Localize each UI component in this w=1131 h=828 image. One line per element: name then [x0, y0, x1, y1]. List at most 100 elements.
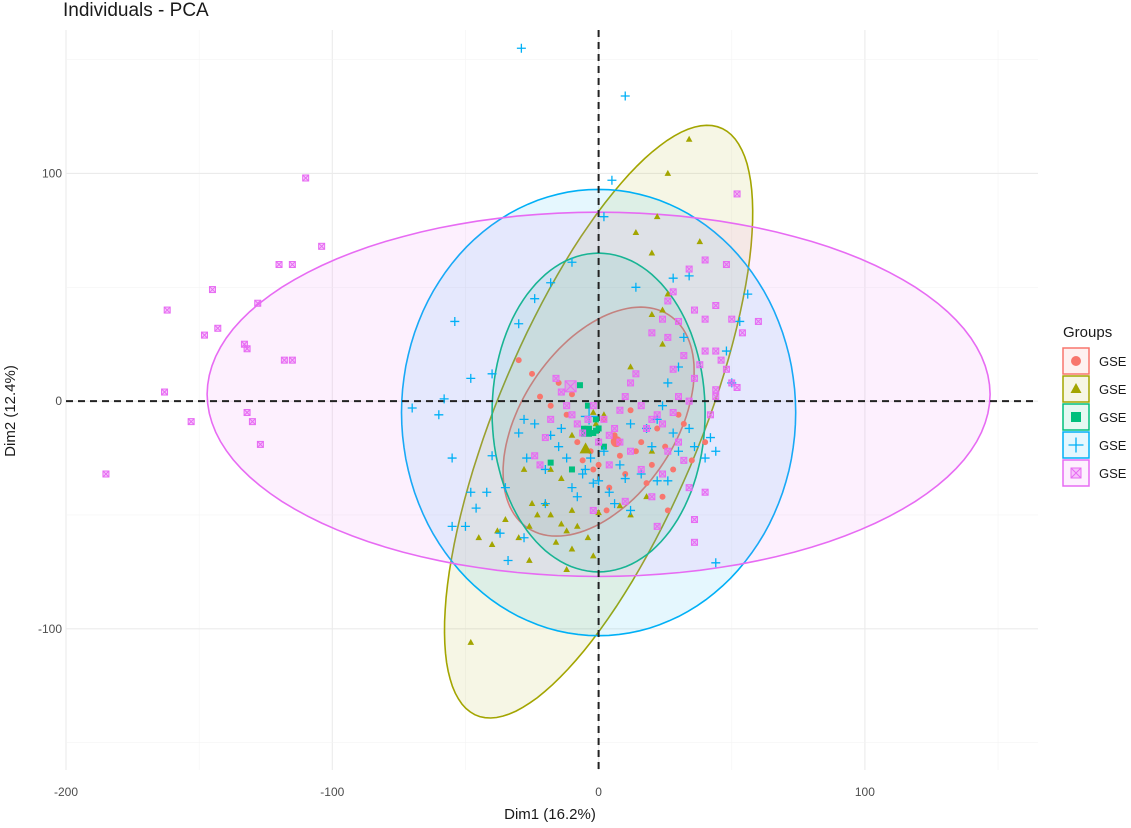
point-group-1: [632, 448, 639, 455]
point-group-4-shape: [567, 257, 577, 267]
point-group-3-shape: [568, 466, 575, 473]
point-group-5: [701, 488, 709, 496]
point-group-4: [594, 476, 604, 486]
point-group-2-shape: [659, 340, 666, 347]
point-group-3-shape: [576, 382, 583, 389]
point-group-4: [631, 282, 641, 292]
point-group-4: [743, 289, 753, 299]
point-group-5: [722, 261, 730, 269]
point-group-4-shape: [487, 369, 497, 379]
point-group-5-cross: [696, 361, 704, 369]
point-group-5-cross: [664, 447, 672, 455]
point-group-2: [502, 515, 509, 522]
point-group-4: [450, 316, 460, 326]
point-group-5-cross: [712, 393, 720, 400]
point-group-5-cross: [621, 393, 629, 400]
point-group-5: [712, 386, 720, 394]
point-group-5: [664, 333, 672, 341]
point-group-5: [161, 388, 169, 396]
point-group-5-cross: [249, 418, 256, 425]
point-group-4-shape: [514, 428, 524, 438]
point-group-1-shape: [603, 507, 610, 514]
point-group-4: [620, 474, 630, 484]
point-group-4-shape: [530, 294, 540, 304]
legend-symbol-2: [1070, 383, 1082, 393]
legend-symbol-5: [1070, 467, 1082, 479]
point-group-1: [638, 439, 645, 446]
point-group-5-cross: [653, 523, 661, 530]
point-group-2: [592, 420, 600, 427]
point-group-5: [563, 402, 571, 410]
point-group-2: [528, 500, 536, 506]
point-group-2-shape: [696, 238, 704, 245]
point-group-5: [659, 470, 667, 478]
point-group-5: [685, 397, 693, 405]
point-group-5-cross: [712, 386, 720, 394]
point-group-5: [728, 315, 736, 323]
point-group-1-shape: [595, 461, 602, 468]
point-group-5-cross: [755, 318, 762, 325]
point-group-5: [674, 393, 682, 401]
point-group-5: [605, 431, 613, 439]
x-tick-label: 0: [595, 785, 602, 799]
point-group-1: [595, 461, 602, 468]
point-group-3: [568, 466, 575, 473]
point-group-5: [669, 409, 677, 417]
point-group-4: [447, 453, 457, 463]
point-group-4-shape: [599, 212, 609, 222]
point-group-4: [586, 453, 596, 463]
legend-symbol-3: [1071, 412, 1081, 422]
point-group-4-shape: [610, 499, 620, 509]
legend-symbol-3-shape: [1071, 412, 1081, 422]
point-group-5-cross: [701, 488, 709, 496]
point-group-5: [701, 347, 709, 355]
data-points: [102, 43, 762, 645]
point-group-2-shape: [534, 511, 541, 518]
point-group-5-cross: [712, 302, 720, 309]
point-group-4-shape: [604, 487, 614, 497]
point-group-2: [696, 238, 704, 245]
point-group-5-cross: [643, 425, 650, 432]
point-group-4: [500, 483, 510, 493]
point-group-4-shape: [658, 401, 668, 411]
point-group-5: [531, 452, 539, 460]
point-group-2-shape: [558, 520, 565, 527]
point-group-5-cross: [187, 418, 195, 425]
point-group-5: [579, 429, 587, 437]
point-group-5-cross: [584, 416, 592, 423]
point-group-3-shape: [584, 402, 591, 409]
point-group-4: [503, 556, 513, 566]
point-group-4: [482, 487, 492, 497]
point-group-5: [674, 438, 682, 446]
point-group-5-cross: [728, 315, 736, 323]
point-group-5-cross: [675, 318, 682, 325]
x-axis-title: Dim1 (16.2%): [504, 806, 596, 823]
point-group-5: [653, 522, 661, 530]
point-group-5-cross: [680, 456, 688, 464]
centroid-group-5-cross: [564, 380, 577, 393]
point-group-5: [632, 370, 640, 378]
point-group-4: [580, 464, 590, 474]
point-group-5: [637, 465, 645, 473]
point-group-1-shape: [627, 407, 634, 414]
point-group-4-shape: [540, 464, 550, 474]
point-group-4: [487, 369, 497, 379]
point-group-3: [592, 416, 599, 423]
point-group-4: [705, 433, 715, 443]
point-group-1-shape: [659, 493, 666, 500]
point-group-5: [248, 418, 256, 426]
point-group-5: [648, 329, 656, 337]
point-group-4: [711, 446, 721, 456]
point-group-5: [685, 265, 693, 273]
point-group-4: [588, 478, 598, 488]
point-group-5-cross: [701, 347, 709, 355]
point-group-4: [546, 278, 556, 288]
point-group-2: [563, 566, 570, 573]
point-group-5: [288, 261, 296, 269]
point-group-4-shape: [556, 423, 566, 433]
legend-symbol-4-shape: [1068, 437, 1084, 453]
point-group-5: [589, 506, 597, 514]
y-tick-label: 100: [42, 166, 62, 180]
point-group-4-shape: [567, 483, 577, 493]
point-group-1-shape: [664, 507, 671, 514]
